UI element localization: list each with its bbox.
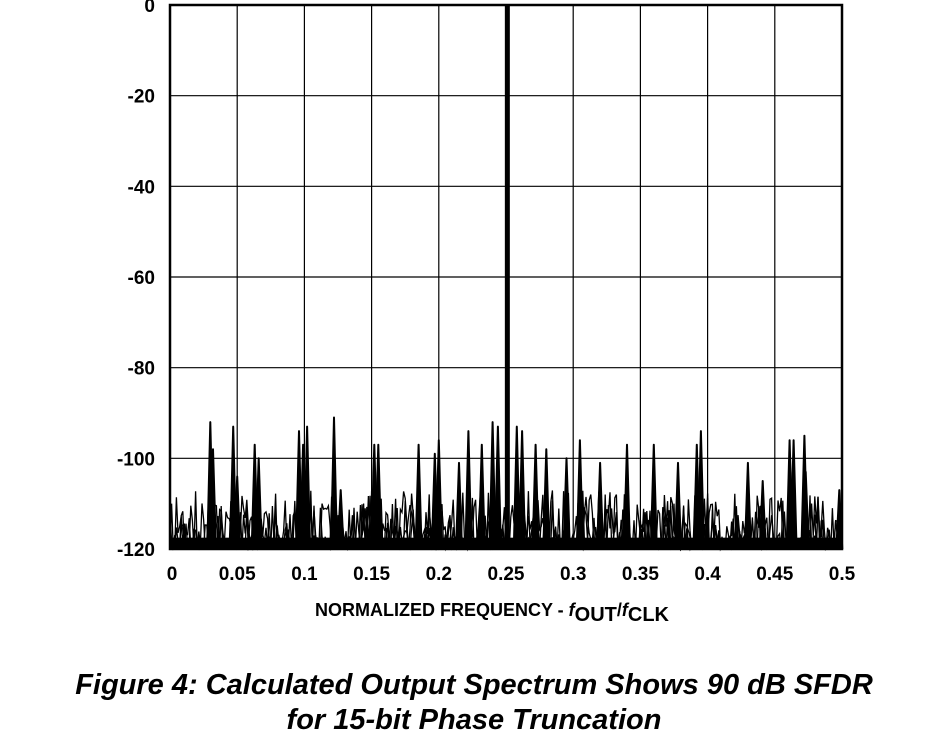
- spur-peak: [531, 443, 540, 550]
- y-tick-label: -40: [128, 177, 155, 198]
- spur-peak: [414, 443, 423, 550]
- spur-peak: [303, 425, 312, 550]
- spur-peak: [518, 430, 527, 550]
- y-tick-label: -20: [128, 87, 155, 108]
- spur-peak: [254, 457, 263, 550]
- x-tick-labels: 0 0.05 0.1 0.15 0.2 0.25 0.3 0.35 0.4 0.45 0.5: [167, 564, 856, 585]
- spur-peak: [542, 448, 551, 550]
- x-tick-label: 0.35: [622, 564, 659, 585]
- x-axis-label: NORMALIZED FREQUENCY - fOUT/fCLK: [315, 600, 670, 626]
- y-tick-label: -60: [128, 268, 155, 289]
- spur-peak: [374, 443, 383, 550]
- spur-peak: [575, 439, 584, 550]
- y-tick-label: 0: [144, 0, 155, 17]
- x-tick-label: 0.4: [694, 564, 721, 585]
- spur-peak: [623, 443, 631, 550]
- x-tick-label: 0.2: [426, 564, 452, 585]
- figure-caption-line-2: for 15-bit Phase Truncation: [286, 704, 662, 736]
- spur-peak: [800, 434, 809, 550]
- x-tick-label: 0.25: [488, 564, 525, 585]
- spur-peak: [758, 480, 767, 550]
- spur-peak: [336, 489, 345, 550]
- y-tick-label: -120: [117, 540, 155, 561]
- spectrum-chart: 0 -20 -40 -60 -80 -100 -120 0 0.05 0.1 0.15 0.2 0.2…: [117, 0, 856, 626]
- plot-frame: [168, 3, 844, 551]
- spur-peak: [477, 443, 486, 550]
- spur-peak: [674, 461, 682, 550]
- x-tick-label: 0.45: [756, 564, 793, 585]
- spur-peak: [512, 425, 521, 550]
- y-tick-labels: 0 -20 -40 -60 -80 -100 -120: [117, 0, 155, 561]
- spur-peak: [209, 448, 217, 550]
- x-tick-label: 0.15: [353, 564, 390, 585]
- x-tick-label: 0.5: [829, 564, 856, 585]
- spur-peak: [434, 439, 443, 550]
- spur-peak: [330, 416, 338, 550]
- x-tick-label: 0.1: [291, 564, 318, 585]
- spur-peak: [649, 443, 658, 550]
- spur-peak: [789, 439, 798, 550]
- spur-peak: [596, 461, 605, 550]
- figure-caption-line-1: Figure 4: Calculated Output Spectrum Sho…: [75, 669, 873, 701]
- x-tick-label: 0: [167, 564, 178, 585]
- spur-peak: [455, 461, 463, 550]
- y-tick-label: -80: [128, 359, 155, 380]
- spur-peak: [696, 430, 705, 550]
- spur-peak: [562, 457, 571, 550]
- spur-peak: [743, 461, 752, 550]
- y-tick-label: -100: [117, 449, 155, 470]
- spur-peak: [233, 475, 242, 550]
- spur-peak: [493, 425, 502, 550]
- spur-peak: [488, 421, 497, 550]
- spur-series: [206, 416, 844, 550]
- x-tick-label: 0.05: [219, 564, 256, 585]
- spur-peak: [464, 430, 473, 550]
- x-tick-label: 0.3: [560, 564, 586, 585]
